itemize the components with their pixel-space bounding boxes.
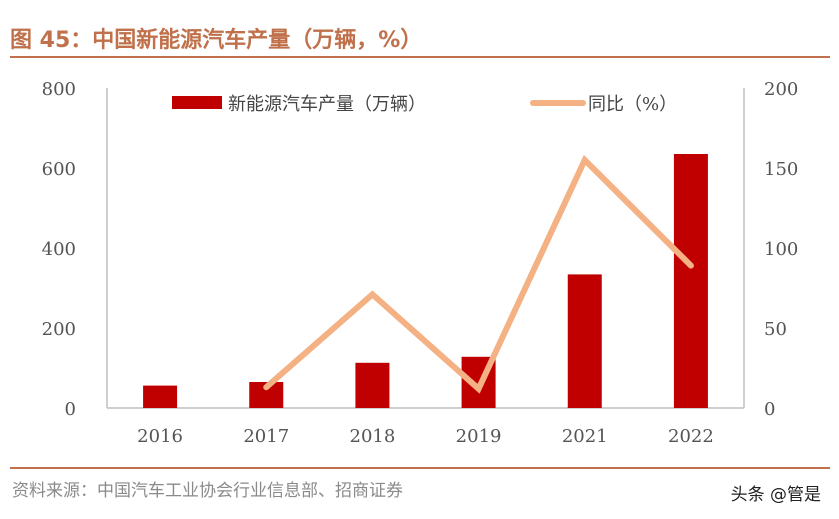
bar [143, 385, 178, 408]
x-tick-label: 2022 [668, 426, 714, 447]
x-tick-label: 2017 [243, 426, 289, 447]
x-tick-label: 2021 [562, 426, 608, 447]
x-tick-label: 2019 [456, 426, 502, 447]
x-tick-label: 2018 [350, 426, 396, 447]
right-tick-label: 0 [764, 399, 775, 420]
right-tick-label: 100 [764, 239, 798, 260]
right-tick-label: 200 [764, 79, 798, 100]
legend-bar-label: 新能源汽车产量（万辆） [228, 94, 426, 115]
bar [567, 274, 602, 408]
left-tick-label: 0 [65, 399, 76, 420]
left-tick-label: 400 [42, 239, 76, 260]
left-tick-label: 800 [42, 79, 76, 100]
left-tick-label: 600 [42, 159, 76, 180]
right-tick-label: 150 [764, 159, 798, 180]
bar [355, 362, 390, 408]
legend-line-label: 同比（%） [588, 94, 677, 115]
x-tick-label: 2016 [137, 426, 183, 447]
watermark: 头条 @管是 [730, 485, 821, 505]
title-divider [10, 56, 830, 58]
figure-title: 图 45：中国新能源汽车产量（万辆，%） [10, 28, 423, 53]
footer-divider [10, 467, 830, 469]
chart: 0 200 400 600 800 0 50 100 150 200 2016 2017 2018 201… [42, 79, 799, 447]
source-note: 资料来源：中国汽车工业协会行业信息部、招商证券 [12, 481, 403, 501]
left-tick-label: 200 [42, 319, 76, 340]
growth-line [263, 154, 694, 394]
bar [673, 154, 708, 408]
right-tick-label: 50 [764, 319, 787, 340]
legend-bar-swatch [172, 96, 222, 109]
